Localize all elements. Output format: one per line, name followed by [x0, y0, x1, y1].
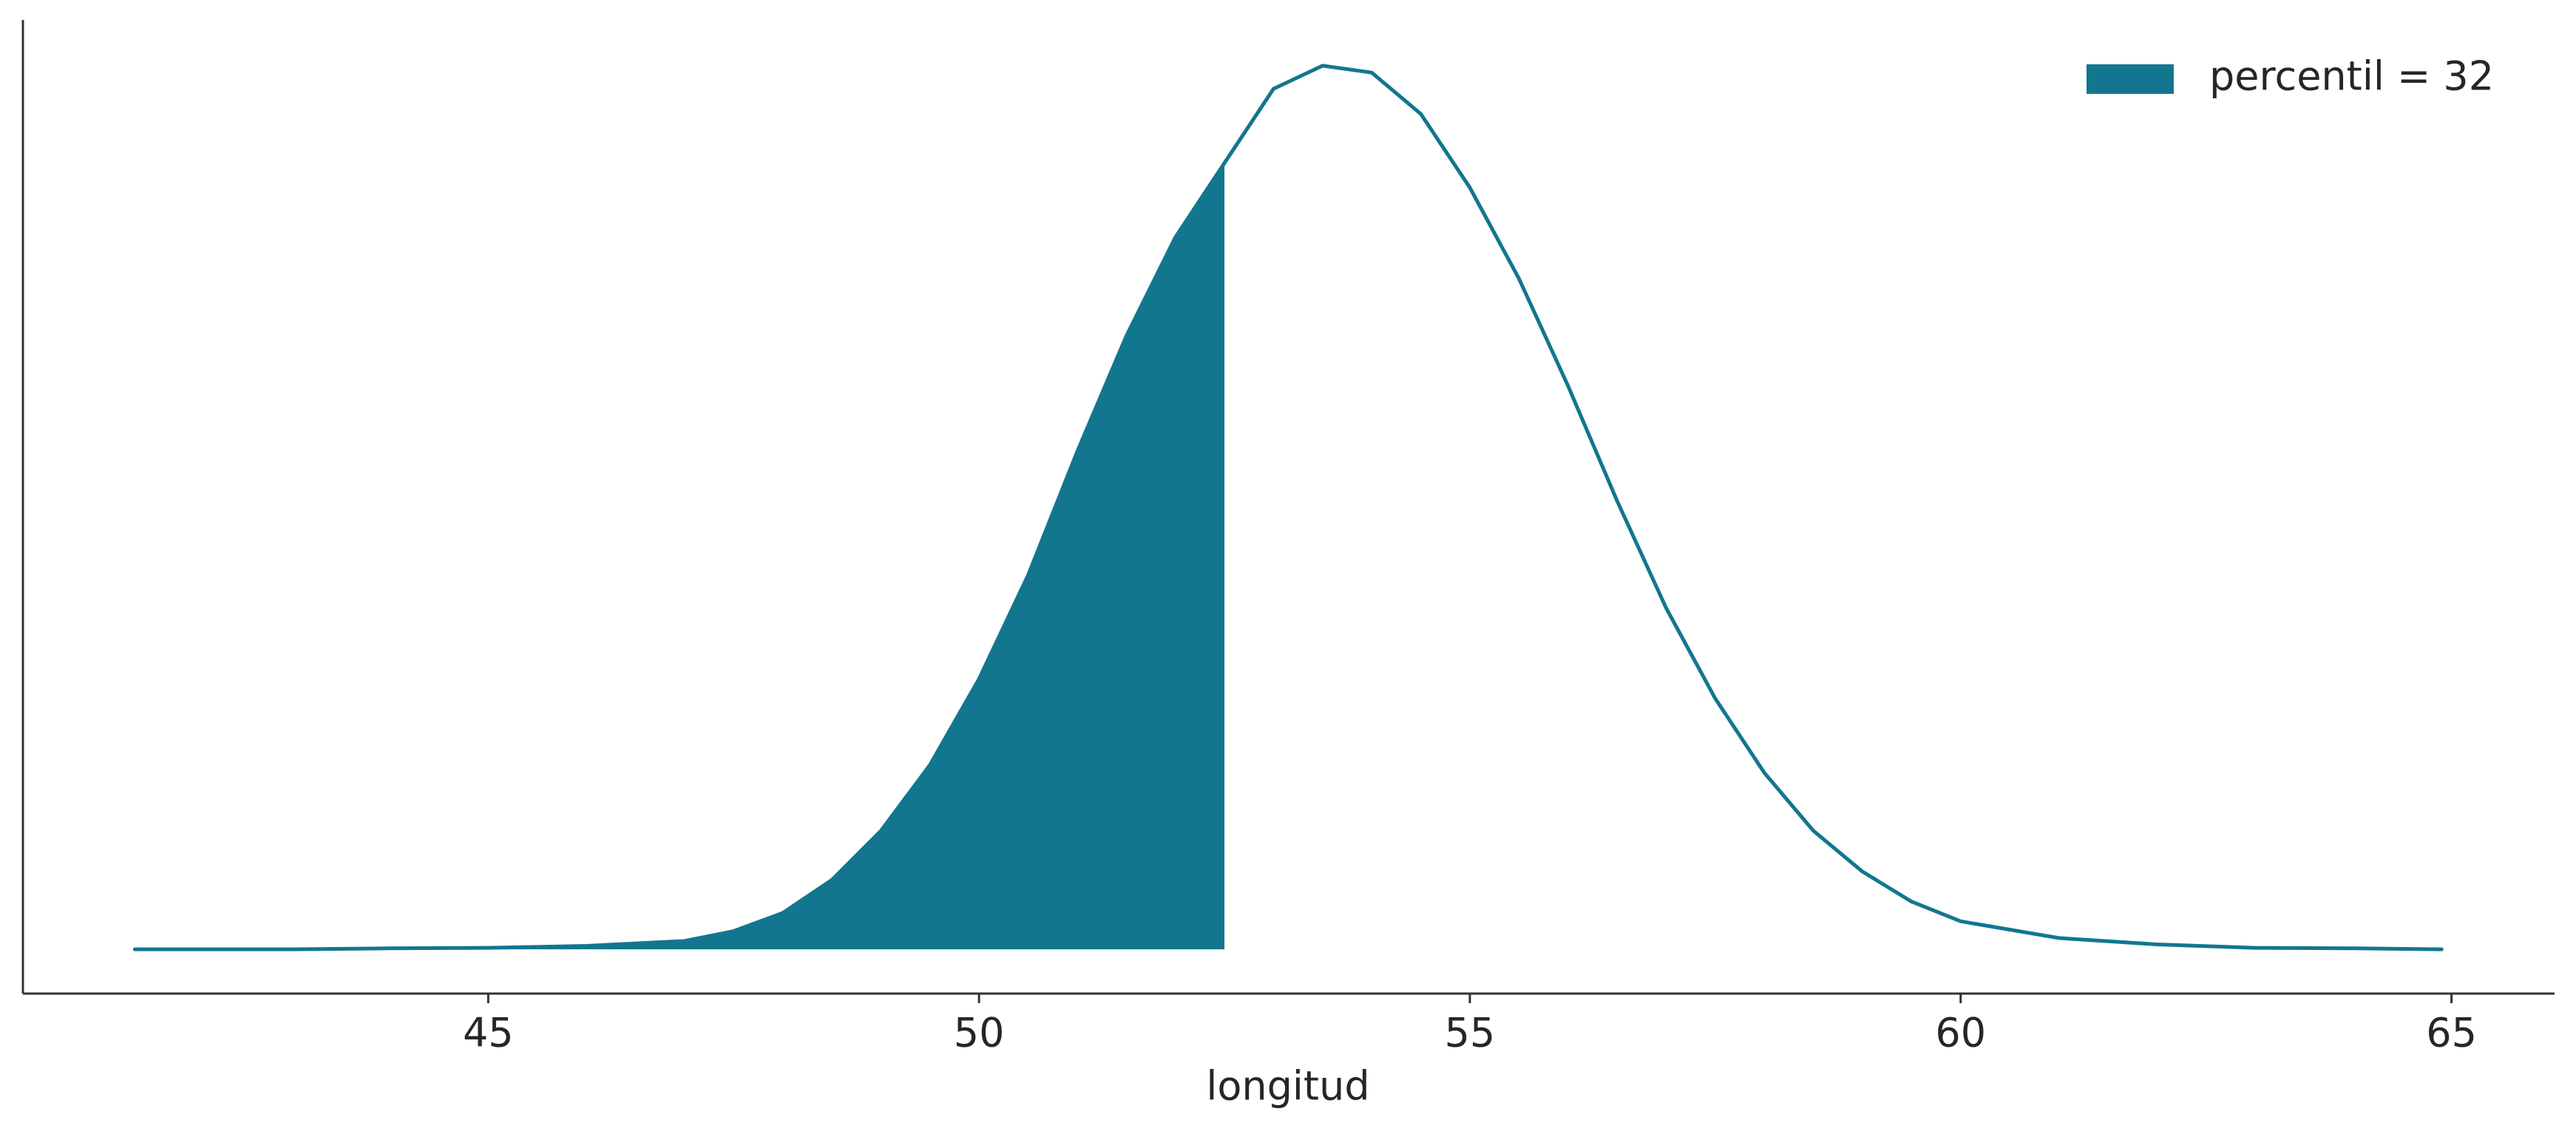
x-tick-label: 50 [954, 1010, 1005, 1056]
x-tick-label: 65 [2426, 1010, 2477, 1056]
shaded-area [135, 163, 1225, 950]
x-tick-label: 55 [1445, 1010, 1496, 1056]
density-line [132, 64, 2444, 951]
x-axis-label: longitud [1206, 1063, 1369, 1110]
legend-swatch [2087, 64, 2174, 94]
legend-label: percentil = 32 [2209, 53, 2494, 100]
x-tick-label: 45 [463, 1010, 514, 1056]
x-tick-label: 60 [1935, 1010, 1986, 1056]
